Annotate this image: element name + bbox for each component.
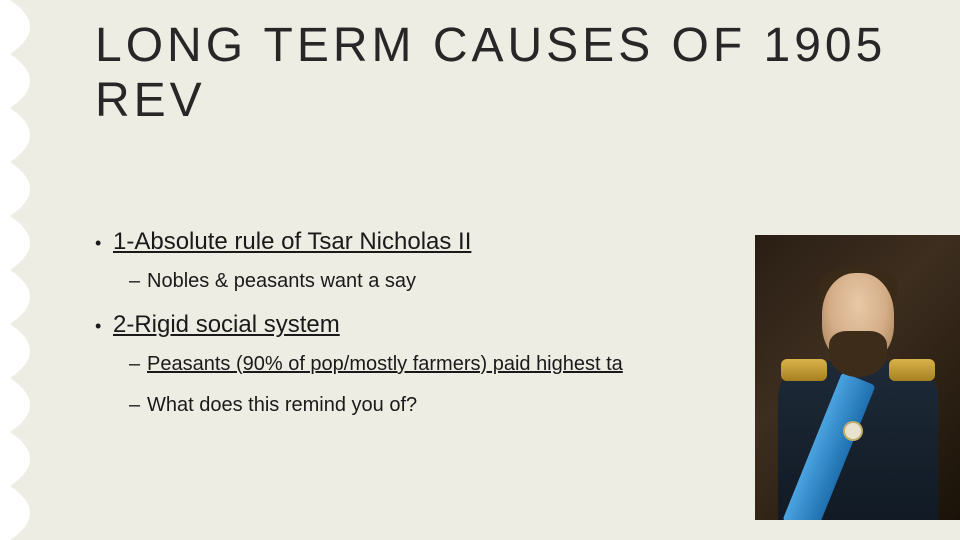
bullet-text: Nobles & peasants want a say <box>147 270 416 293</box>
bullet-marker: – <box>129 394 147 417</box>
bullet-marker: • <box>95 314 113 338</box>
bullet-text: 2-Rigid social system <box>113 311 340 339</box>
bullet-text: What does this remind you of? <box>147 394 417 417</box>
bullet-marker: – <box>129 353 147 376</box>
bullet-text: Peasants (90% of pop/mostly farmers) pai… <box>147 353 623 376</box>
left-scallop-decoration <box>0 0 60 540</box>
tsar-portrait-image <box>755 235 960 520</box>
bullet-marker: • <box>95 231 113 255</box>
bullet-text: 1-Absolute rule of Tsar Nicholas II <box>113 228 471 256</box>
slide-title: LONG TERM CAUSES OF 1905 REV <box>95 18 940 128</box>
bullet-marker: – <box>129 270 147 293</box>
